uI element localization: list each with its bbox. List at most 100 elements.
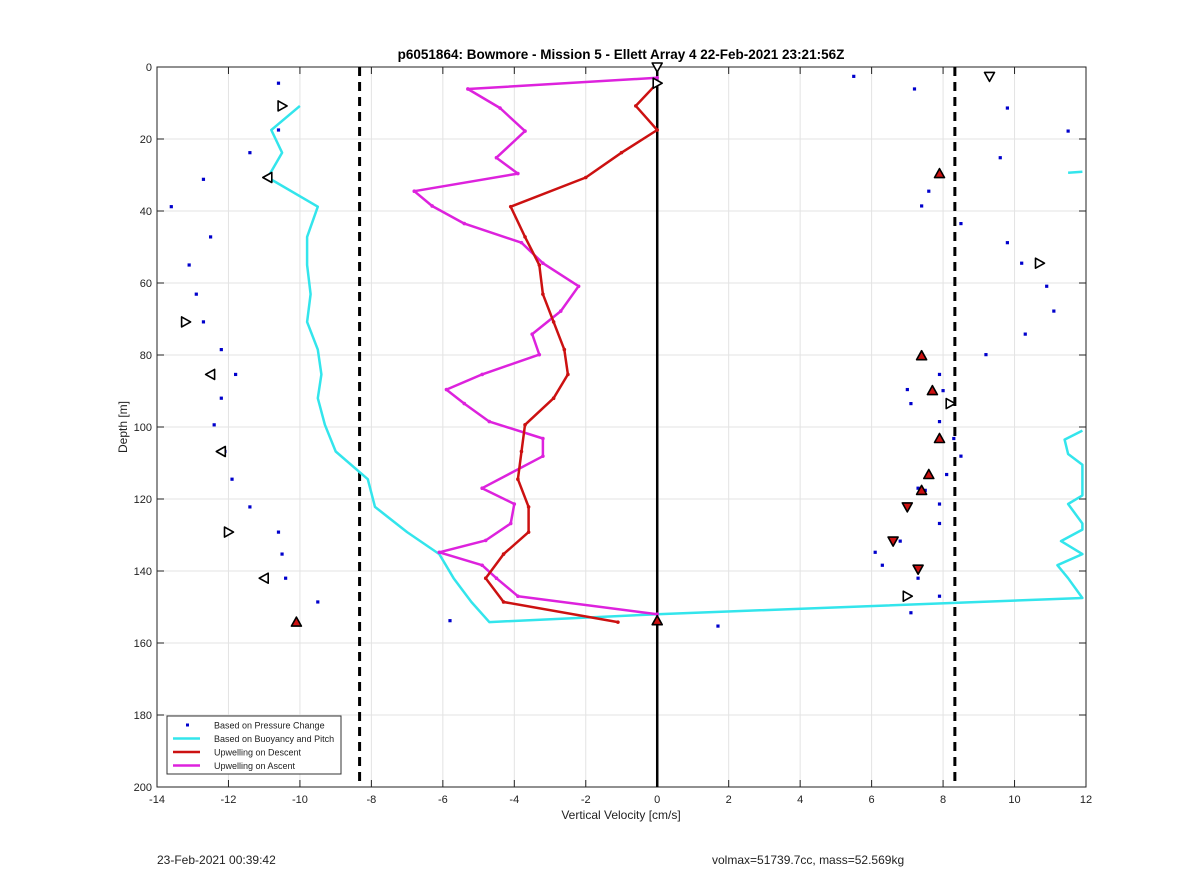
x-tick-label: 8	[940, 794, 946, 806]
descent-point	[526, 505, 531, 509]
pressure-point	[219, 348, 223, 352]
pressure-point	[212, 423, 216, 427]
descent-point	[541, 292, 545, 296]
triangle-marker	[215, 445, 227, 458]
pressure-point	[1005, 241, 1009, 245]
ascent-point	[430, 204, 434, 208]
legend-label: Based on Buoyancy and Pitch	[214, 734, 334, 744]
y-tick-label: 200	[134, 782, 152, 794]
pressure-point	[912, 87, 917, 91]
x-tick-label: 4	[797, 794, 803, 806]
ascent-point	[537, 352, 542, 357]
pressure-point	[984, 353, 988, 357]
descent-point	[483, 576, 488, 580]
pressure-point	[873, 550, 877, 554]
descent-point	[619, 150, 624, 155]
x-tick-label: 6	[869, 794, 875, 806]
x-tick-label: -2	[581, 794, 591, 806]
triangle-marker	[922, 468, 935, 480]
y-tick-label: 180	[134, 710, 152, 722]
x-tick-label: 12	[1080, 794, 1092, 806]
pressure-point	[937, 420, 942, 424]
ascent-point	[508, 521, 513, 526]
pressure-point	[927, 189, 931, 193]
ascent-point	[437, 550, 442, 555]
triangle-marker	[1034, 257, 1046, 270]
ascent-point	[480, 486, 484, 491]
ascent-point	[498, 106, 502, 110]
y-tick-label: 160	[134, 638, 152, 650]
descent-point	[655, 128, 660, 132]
pressure-point	[201, 320, 206, 324]
pressure-point	[959, 222, 963, 226]
pressure-point	[276, 128, 281, 132]
y-axis-label: Depth [m]	[116, 401, 130, 453]
pressure-point	[1020, 261, 1024, 265]
x-tick-label: -14	[149, 794, 165, 806]
ascent-point	[576, 284, 581, 289]
descent-point	[501, 600, 506, 604]
legend-label: Upwelling on Descent	[214, 748, 302, 758]
ascent-point	[462, 401, 467, 406]
y-tick-label: 100	[134, 422, 152, 434]
pressure-point	[937, 521, 942, 526]
triangle-marker	[915, 484, 928, 496]
pressure-point	[316, 600, 320, 604]
pressure-point	[276, 81, 281, 85]
x-tick-label: -8	[366, 794, 376, 806]
ascent-point	[494, 576, 499, 580]
ascent-point	[483, 538, 488, 543]
y-tick-label: 120	[134, 494, 152, 506]
x-tick-label: -6	[438, 794, 448, 806]
pressure-point	[280, 552, 284, 556]
pressure-point	[1045, 284, 1049, 288]
pressure-point	[169, 205, 173, 209]
pressure-point	[201, 177, 206, 181]
triangle-marker	[651, 614, 664, 626]
pressure-point	[852, 74, 856, 78]
triangle-marker	[983, 71, 996, 83]
descent-point	[523, 235, 527, 239]
pressure-point	[448, 619, 452, 623]
y-tick-label: 20	[140, 134, 152, 146]
descent-point	[551, 396, 556, 401]
pressure-point	[916, 576, 920, 580]
triangle-marker	[180, 316, 192, 328]
footer-volmax-mass: volmax=51739.7cc, mass=52.569kg	[712, 853, 905, 867]
pressure-point	[937, 594, 942, 598]
descent-point	[508, 204, 513, 209]
pressure-point	[1005, 106, 1009, 110]
triangle-marker	[204, 368, 216, 381]
triangle-marker	[945, 397, 957, 410]
x-tick-label: 0	[654, 794, 660, 806]
ascent-point	[558, 309, 563, 313]
x-axis-label: Vertical Velocity [cm/s]	[561, 808, 680, 822]
descent-point	[562, 347, 567, 352]
ascent-point	[487, 419, 492, 424]
pressure-point	[909, 611, 913, 615]
ascent-point	[494, 155, 499, 160]
pressure-point	[898, 539, 902, 543]
ascent-point	[655, 612, 660, 616]
y-tick-label: 140	[134, 566, 152, 578]
legend: Based on Pressure Change Based on Buoyanc…	[166, 715, 342, 775]
triangle-marker	[258, 572, 270, 585]
descent-point	[583, 175, 588, 180]
descent-point	[566, 372, 570, 377]
y-tick-label: 40	[140, 206, 152, 218]
pressure-point	[920, 204, 924, 208]
pressure-point	[248, 505, 252, 509]
pressure-point	[248, 151, 252, 155]
ascent-point	[655, 76, 660, 80]
descent-point	[501, 552, 506, 556]
triangle-marker	[290, 616, 303, 627]
pressure-point	[1066, 129, 1070, 133]
ascent-point	[462, 221, 467, 226]
ascent-point	[541, 454, 545, 458]
x-tick-label: -12	[221, 794, 237, 806]
triangle-marker	[902, 590, 914, 603]
footer-timestamp: 23-Feb-2021 00:39:42	[157, 853, 276, 867]
legend-swatch	[186, 723, 189, 727]
triangle-marker	[933, 432, 946, 444]
